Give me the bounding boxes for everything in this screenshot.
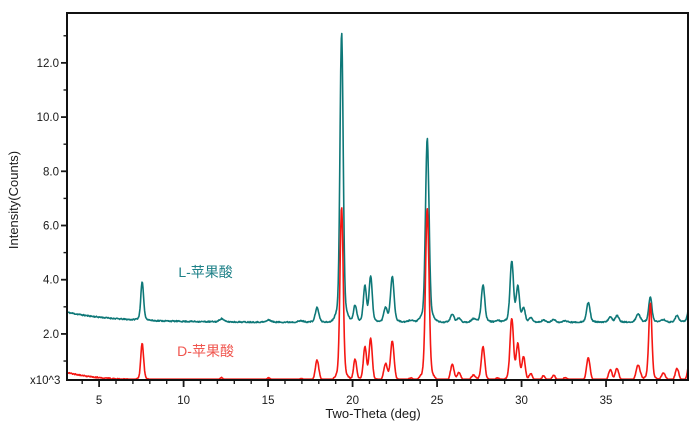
series-trace-0 — [66, 32, 689, 324]
x-tick-label: 25 — [431, 395, 444, 407]
y-tick-label: 8.0 — [43, 166, 59, 178]
y-tick-label: 12.0 — [37, 58, 59, 70]
x-tick-label: 35 — [600, 395, 613, 407]
series-label-1: D-苹果酸 — [177, 343, 234, 359]
y-tick-label: 2.0 — [43, 329, 59, 341]
plot-frame — [66, 12, 689, 381]
x-tick-label: 20 — [346, 395, 359, 407]
y-tick-label: 4.0 — [43, 275, 59, 287]
x-axis-title: Two-Theta (deg) — [325, 406, 420, 421]
x-tick-label: 5 — [96, 395, 102, 407]
y-tick-label: 10.0 — [37, 112, 59, 124]
series-label-0: L-苹果酸 — [178, 264, 232, 280]
y-axis-multiplier-label: x10^3 — [30, 375, 60, 387]
chart-generated-layer: 5 10 15 20 25 30 35 2.0 4.0 6.0 8.0 10.0 12.0 L-苹果酸 D-… — [37, 12, 689, 407]
series-trace-1 — [66, 207, 689, 381]
y-axis-title: Intensity(Counts) — [6, 151, 21, 249]
x-tick-label: 30 — [515, 395, 528, 407]
x-tick-label: 10 — [177, 395, 190, 407]
x-tick-label: 15 — [262, 395, 275, 407]
y-tick-label: 6.0 — [43, 221, 59, 233]
